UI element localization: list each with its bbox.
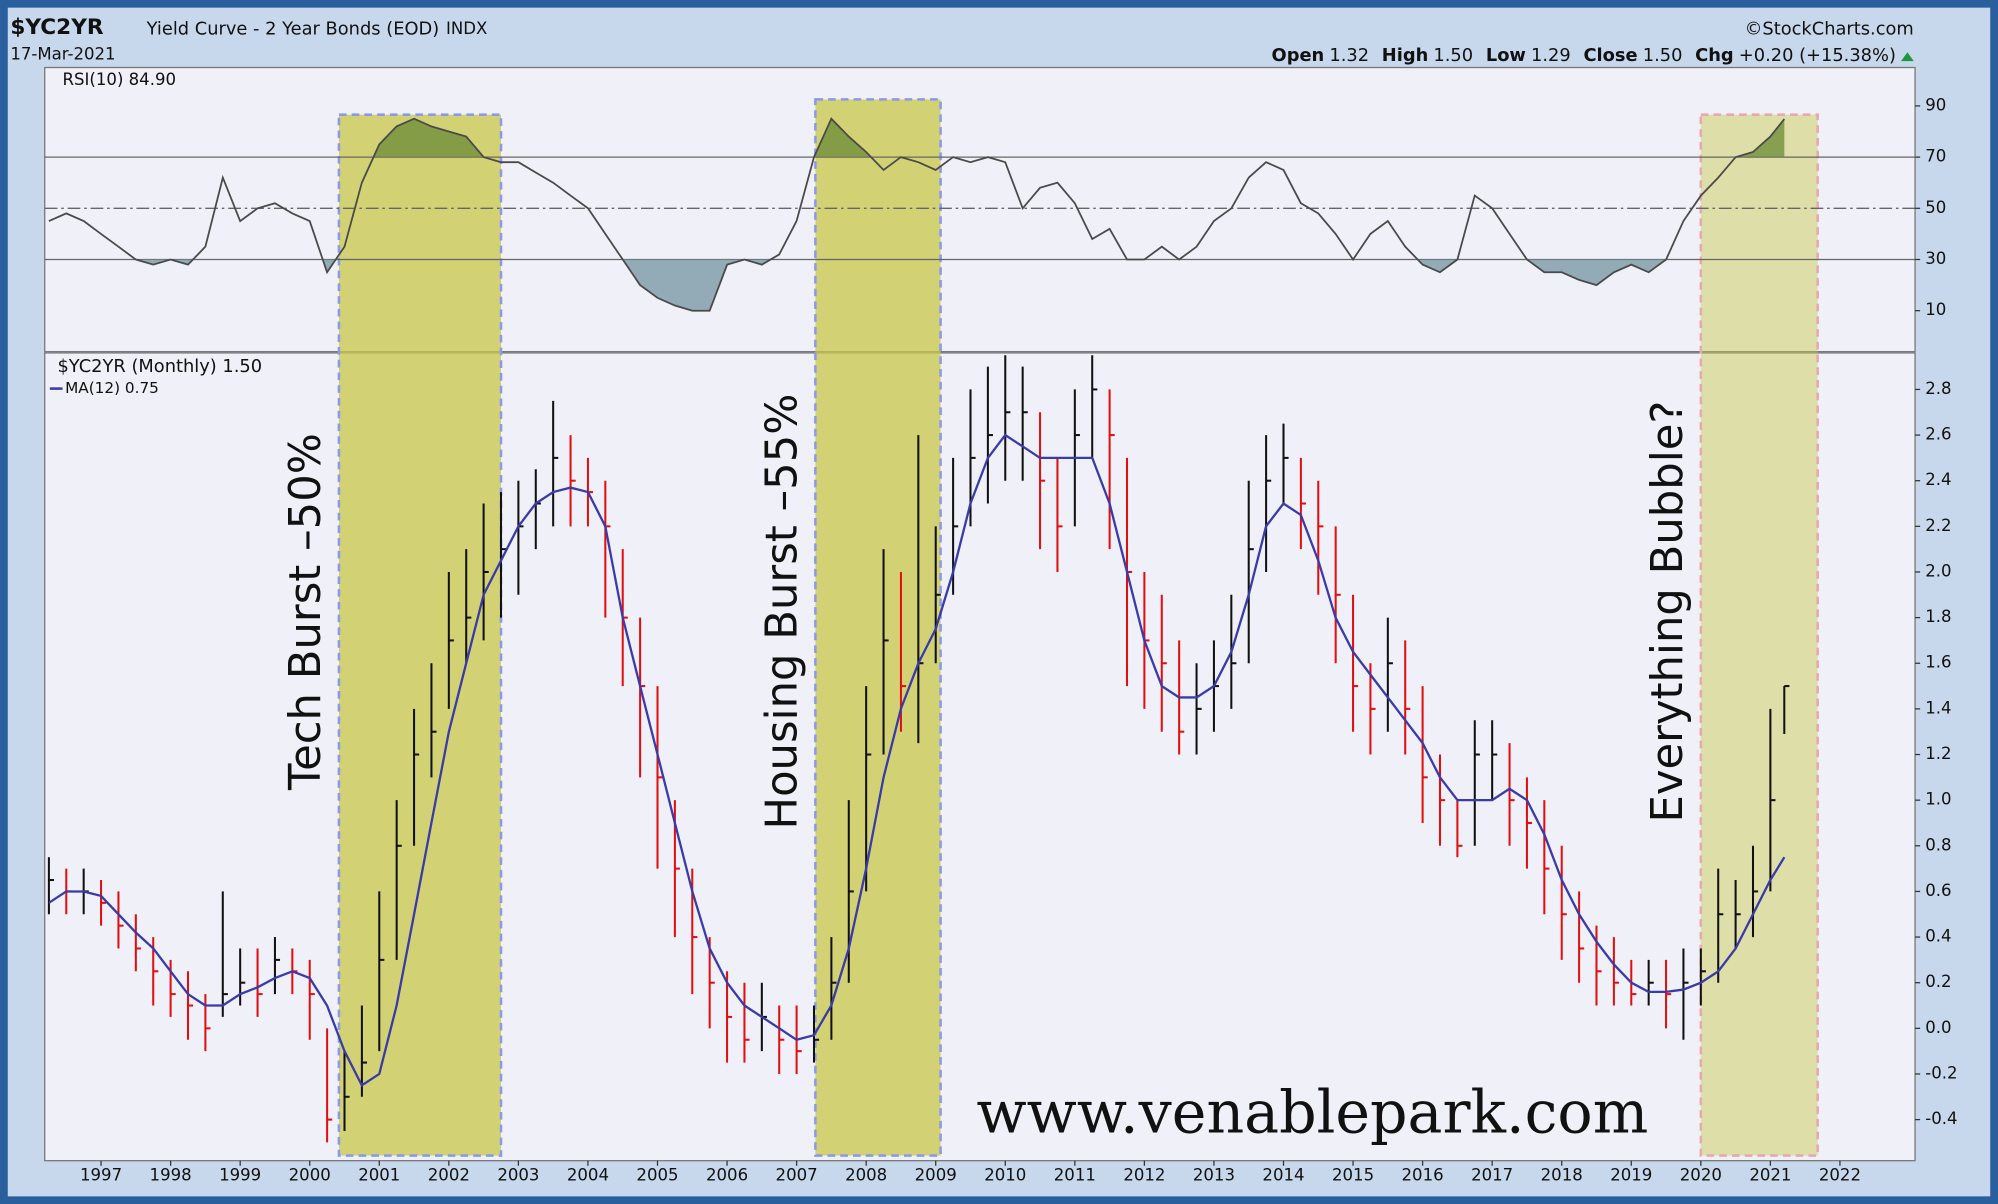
y-tick-label: 1.8 <box>1925 607 1951 626</box>
y-tick-label: -0.2 <box>1925 1063 1957 1082</box>
x-tick-label: 2002 <box>428 1165 470 1184</box>
x-tick-label: 1998 <box>150 1165 192 1184</box>
x-tick-label: 2014 <box>1262 1165 1304 1184</box>
quote-value: 1.50 <box>1433 45 1473 66</box>
x-tick-label: 2005 <box>636 1165 678 1184</box>
y-tick-label: 1.6 <box>1925 653 1951 672</box>
x-tick-label: 2007 <box>776 1165 818 1184</box>
x-tick-label: 2020 <box>1680 1165 1722 1184</box>
y-tick-label: 30 <box>1925 249 1946 268</box>
y-tick-label: 2.8 <box>1925 379 1951 398</box>
symbol: $YC2YR <box>10 15 104 40</box>
y-tick-label: -0.4 <box>1925 1109 1957 1128</box>
ma-line <box>48 433 1786 1088</box>
x-tick-label: 2009 <box>915 1165 957 1184</box>
x-tick-label: 2017 <box>1471 1165 1513 1184</box>
watermark: www.venablepark.com <box>977 1078 1649 1146</box>
x-tick-label: 2000 <box>289 1165 331 1184</box>
y-tick-label: 50 <box>1925 198 1946 217</box>
rsi-oversold-fill <box>48 259 1785 311</box>
x-tick-label: 2012 <box>1123 1165 1165 1184</box>
quote-label: Open <box>1272 45 1325 66</box>
x-tick-label: 1997 <box>80 1165 122 1184</box>
quote-value: 1.50 <box>1643 45 1683 66</box>
quote-label: Low <box>1486 45 1526 66</box>
y-tick-label: 0.2 <box>1925 972 1951 991</box>
y-tick-label: 1.4 <box>1925 698 1951 717</box>
up-arrow <box>1901 52 1914 62</box>
rsi-line <box>48 117 1786 312</box>
x-tick-label: 2003 <box>497 1165 539 1184</box>
rsi-panel <box>44 66 1916 353</box>
y-tick-label: 0.4 <box>1925 927 1951 946</box>
shades <box>337 98 1819 1157</box>
y-tick-label: 2.6 <box>1925 425 1951 444</box>
x-tick-label: 2016 <box>1402 1165 1444 1184</box>
x-tick-label: 2010 <box>984 1165 1026 1184</box>
x-tick-label: 1999 <box>219 1165 261 1184</box>
x-tick-label: 2015 <box>1332 1165 1374 1184</box>
plot: Tech Burst –50% Housing Burst –55% Everyth… <box>44 70 1958 1184</box>
x-tick-label: 2021 <box>1749 1165 1791 1184</box>
x-tick-label: 2004 <box>567 1165 609 1184</box>
x-tick-label: 2019 <box>1610 1165 1652 1184</box>
y-tick-label: 2.4 <box>1925 470 1951 489</box>
x-tick-label: 2013 <box>1193 1165 1235 1184</box>
x-tick-label: 2011 <box>1054 1165 1096 1184</box>
rsi-overbought-fill <box>48 118 1785 158</box>
y-tick-label: 2.0 <box>1925 561 1951 580</box>
rsi-legend: RSI(10) 84.90 <box>63 70 176 89</box>
exchange: INDX <box>446 19 487 38</box>
quote-label: Close <box>1583 45 1637 66</box>
y-tick-label: 1.2 <box>1925 744 1951 763</box>
y-tick-label: 1.0 <box>1925 790 1951 809</box>
legend-label: MA(12) 0.75 <box>65 379 159 397</box>
shaded-region <box>814 98 942 1157</box>
quote-label: Chg <box>1695 45 1734 66</box>
quote-value: 1.32 <box>1329 45 1369 66</box>
x-tick-label: 2018 <box>1541 1165 1583 1184</box>
y-tick-label: 0.6 <box>1925 881 1951 900</box>
y-tick-label: 0.0 <box>1925 1018 1951 1037</box>
x-tick-label: 2006 <box>706 1165 748 1184</box>
source: ©StockCharts.com <box>1745 18 1914 39</box>
y-tick-label: 70 <box>1925 147 1946 166</box>
y-tick-label: 10 <box>1925 300 1946 319</box>
annotation: Everything Bubble? <box>1643 401 1693 823</box>
y-tick-label: 0.8 <box>1925 835 1951 854</box>
shaded-region <box>337 113 503 1157</box>
quote-label: High <box>1382 45 1429 66</box>
date: 17-Mar-2021 <box>10 44 115 63</box>
annotation: Housing Burst –55% <box>757 394 807 830</box>
x-tick-label: 2008 <box>845 1165 887 1184</box>
y-tick-label: 90 <box>1925 95 1946 114</box>
x-tick-label: 2022 <box>1819 1165 1861 1184</box>
x-tick-label: 2001 <box>358 1165 400 1184</box>
quote: Open 1.32 High 1.50 Low 1.29 Close 1.50 Chg +0.20… <box>1272 45 1896 66</box>
shaded-region <box>1699 113 1819 1157</box>
chart-title: Yield Curve - 2 Year Bonds (EOD) <box>146 18 440 39</box>
y-tick-label: 2.2 <box>1925 516 1951 535</box>
annotation: Tech Burst –50% <box>281 433 331 791</box>
quote-value: +0.20 (+15.38%) <box>1739 45 1896 66</box>
quote-value: 1.29 <box>1531 45 1571 66</box>
price-legend: $YC2YR (Monthly) 1.50 <box>57 356 262 377</box>
